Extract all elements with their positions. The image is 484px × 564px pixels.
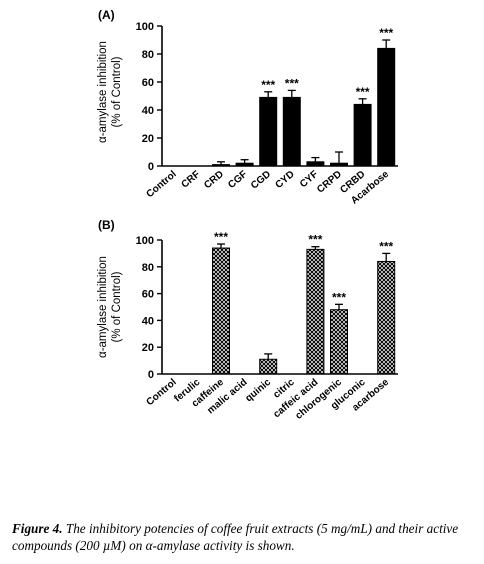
- x-axis-tick-labels: Control CRF CRD CGF CGD CYD CYFCRPDCRBDAcarbos…: [144, 169, 391, 207]
- figure: (A) α-amylase inhibition (% of Control) …: [97, 8, 398, 422]
- y-tick-label: 80: [142, 49, 154, 61]
- error-bar: [217, 243, 225, 249]
- bar: [259, 96, 278, 167]
- x-tick-label: Control: [144, 377, 178, 408]
- bar: [377, 47, 396, 167]
- bar: [353, 103, 372, 167]
- y-tick-label: 60: [142, 289, 154, 301]
- y-axis-ticks: 0 20 40 60 80 100: [136, 21, 162, 173]
- error-bar: [335, 303, 343, 310]
- panel-label: (B): [98, 218, 115, 232]
- y-tick-label: 80: [142, 262, 154, 274]
- error-bar: [382, 39, 391, 49]
- error-bar: [382, 252, 391, 262]
- y-tick-label: 100: [136, 235, 154, 247]
- error-bar: [264, 91, 273, 98]
- significance-label: ***: [261, 78, 275, 92]
- caption-label: Figure 4.: [12, 521, 63, 536]
- y-tick-label: 20: [142, 342, 154, 354]
- y-axis-title-line1: α-amylase inhibition: [97, 41, 109, 143]
- y-tick-label: 0: [148, 161, 154, 173]
- error-bar: [217, 161, 225, 165]
- bar: [330, 309, 348, 375]
- error-bar: [358, 98, 367, 105]
- chart-panel-b: (B) α-amylase inhibition (% of Control) …: [97, 218, 398, 422]
- significance-label: ***: [379, 239, 393, 253]
- significance-label: ***: [379, 26, 393, 40]
- significance-label: ***: [214, 230, 228, 244]
- y-tick-label: 20: [142, 133, 154, 145]
- x-tick-label: CGD: [249, 169, 273, 192]
- y-axis-title-line2: (% of Control): [111, 56, 123, 127]
- significance-label: ***: [356, 85, 370, 99]
- bar: [377, 260, 396, 375]
- bar: [212, 247, 230, 375]
- x-tick-label: CRD: [202, 169, 226, 191]
- error-bar: [287, 89, 296, 98]
- significance-label: ***: [285, 76, 299, 90]
- y-tick-label: 0: [148, 369, 154, 381]
- x-tick-label: quinic: [243, 377, 273, 405]
- x-tick-label: Control: [144, 169, 178, 200]
- figure-caption: Figure 4. The inhibitory potencies of co…: [12, 520, 474, 554]
- bar: [306, 248, 325, 375]
- chart-panel-a: (A) α-amylase inhibition (% of Control) …: [97, 8, 398, 207]
- significance-label: ***: [332, 290, 346, 304]
- y-tick-label: 60: [142, 77, 154, 89]
- bar: [282, 96, 301, 167]
- x-tick-label: CYD: [273, 169, 296, 191]
- x-tick-label: CRF: [180, 169, 203, 191]
- y-tick-label: 100: [136, 21, 154, 33]
- y-tick-label: 40: [142, 315, 154, 327]
- panel-label: (A): [98, 8, 115, 22]
- bars: *** *** *** ***: [212, 26, 396, 167]
- y-axis-title-line1: α-amylase inhibition: [97, 256, 109, 358]
- error-bar: [264, 353, 273, 360]
- error-bar: [311, 156, 320, 162]
- bars: *** *** *** ***: [212, 230, 396, 375]
- y-tick-label: 40: [142, 105, 154, 117]
- error-bar: [335, 151, 343, 164]
- y-axis-title: α-amylase inhibition (% of Control): [97, 41, 123, 143]
- x-tick-label: CRPD: [315, 169, 344, 196]
- error-bar: [240, 159, 249, 164]
- y-axis-ticks: 0 20 40 60 80 100: [136, 235, 162, 381]
- y-axis-title-line2: (% of Control): [111, 271, 123, 342]
- error-bar: [311, 246, 320, 250]
- y-axis-title: α-amylase inhibition (% of Control): [97, 256, 123, 358]
- bar: [259, 358, 278, 375]
- significance-label: ***: [308, 233, 322, 247]
- caption-text: The inhibitory potencies of coffee fruit…: [12, 521, 459, 553]
- x-tick-label: CGF: [226, 169, 249, 191]
